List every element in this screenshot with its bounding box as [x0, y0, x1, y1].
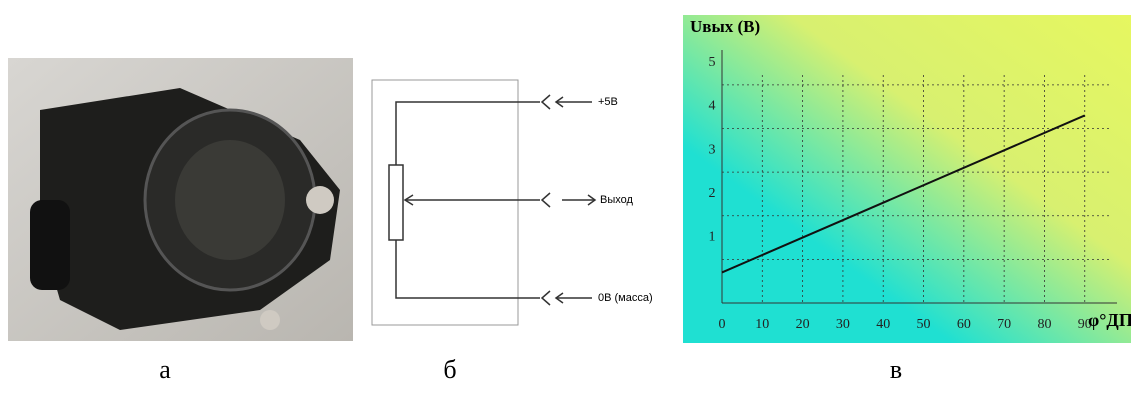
diagram-label: Выход	[600, 194, 633, 206]
caption: б	[443, 355, 456, 384]
y-axis-label: Uвых (В)	[690, 17, 760, 36]
x-tick-label: 80	[1037, 317, 1051, 332]
x-tick-label: 20	[796, 317, 810, 332]
y-tick-label: 3	[709, 142, 716, 157]
x-tick-label: 0	[719, 317, 726, 332]
diagram-label: +5В	[598, 96, 618, 108]
x-axis-label: φ°ДП	[1088, 310, 1131, 330]
caption: а	[159, 355, 171, 384]
photo	[8, 58, 353, 341]
x-tick-label: 90	[1078, 317, 1092, 332]
caption: в	[890, 355, 902, 384]
diagram-label: 0В (масса)	[598, 292, 653, 304]
circuit-diagram	[371, 79, 597, 326]
x-tick-label: 70	[997, 317, 1011, 332]
x-tick-label: 60	[957, 317, 971, 332]
y-tick-label: 5	[709, 55, 716, 70]
x-tick-label: 50	[917, 317, 931, 332]
y-tick-label: 2	[709, 186, 716, 201]
y-tick-label: 1	[709, 230, 716, 245]
chart-background	[683, 15, 1131, 343]
x-tick-label: 40	[876, 317, 890, 332]
data-line	[721, 114, 1086, 274]
y-tick-label: 4	[709, 99, 716, 114]
x-tick-label: 10	[755, 317, 769, 332]
x-tick-label: 30	[836, 317, 850, 332]
